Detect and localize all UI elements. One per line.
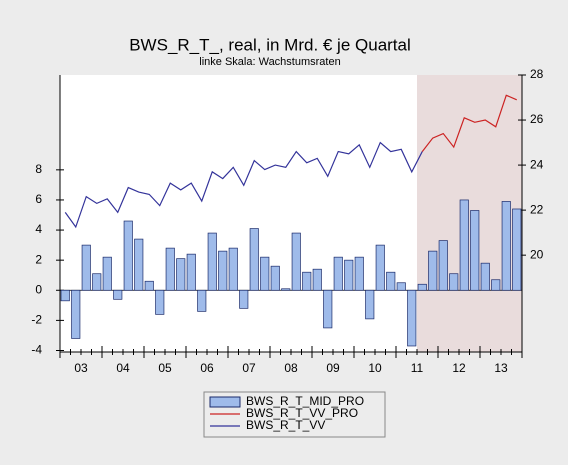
bar [228,247,238,291]
bar [396,282,406,291]
y-tick-label: -2 [31,313,42,327]
bar [218,250,228,291]
legend-swatch [209,396,241,408]
x-tick-label: 05 [158,361,172,375]
bar [417,283,427,291]
bar [365,289,375,320]
bar [92,273,102,291]
line [421,94,517,152]
bar [470,210,480,291]
bar [344,259,354,291]
bar [428,250,438,291]
y-tick-label: 8 [35,162,42,176]
bar [176,258,186,291]
legend-label: BWS_R_T_VV [246,418,325,432]
x-tick-label: 11 [411,361,424,375]
x-tick-label: 07 [242,361,256,375]
legend-label: BWS_R_T_VV_PRO [246,406,358,420]
chart-subtitle: linke Skala: Wachstumsraten [199,56,340,68]
x-tick-label: 10 [368,361,382,375]
y-tick-label: -4 [31,343,42,357]
bar [81,244,91,291]
bar [134,238,144,291]
x-tick-label: 04 [116,361,130,375]
bar [207,232,217,291]
bar [386,271,396,291]
bar [260,256,270,291]
bar [186,253,196,291]
y-tick-label: 6 [35,192,42,206]
bar [102,256,112,291]
bar [60,289,70,302]
bar [71,289,81,339]
y2-tick-label: 26 [530,112,544,126]
y2-tick-label: 20 [530,247,544,261]
y2-tick-label: 24 [530,157,544,171]
bar [291,232,301,291]
x-tick-label: 13 [494,361,508,375]
bar [155,289,165,315]
chart-title: BWS_R_T_, real, in Mrd. € je Quartal [129,35,411,54]
bar [459,199,469,291]
bar [281,288,291,291]
bar [197,289,207,312]
y2-tick-label: 22 [530,202,544,216]
line [64,141,423,229]
bar [113,289,123,300]
bar [491,279,501,291]
y-tick-label: 0 [35,282,42,296]
x-tick-label: 06 [200,361,214,375]
x-tick-label: 09 [326,361,340,375]
bar [480,262,490,291]
bar [449,273,459,291]
bar [302,271,312,291]
y-tick-label: 4 [35,222,42,236]
bar [165,247,175,291]
bar [438,240,448,291]
x-tick-label: 03 [74,361,88,375]
bar [501,201,511,291]
bar [375,244,385,291]
legend-label: BWS_R_T_MID_PRO [246,394,364,408]
bar [123,220,133,291]
y2-tick-label: 28 [530,67,544,81]
bar [312,268,322,291]
bar [144,280,154,291]
bar [407,289,417,347]
y-tick-label: 2 [35,252,42,266]
bar [239,289,249,309]
bar [512,208,522,291]
bar [270,265,280,291]
bar [333,256,343,291]
bar [354,256,364,291]
bar [249,228,259,291]
bar [323,289,333,329]
x-tick-label: 12 [452,361,466,375]
x-tick-label: 08 [284,361,298,375]
